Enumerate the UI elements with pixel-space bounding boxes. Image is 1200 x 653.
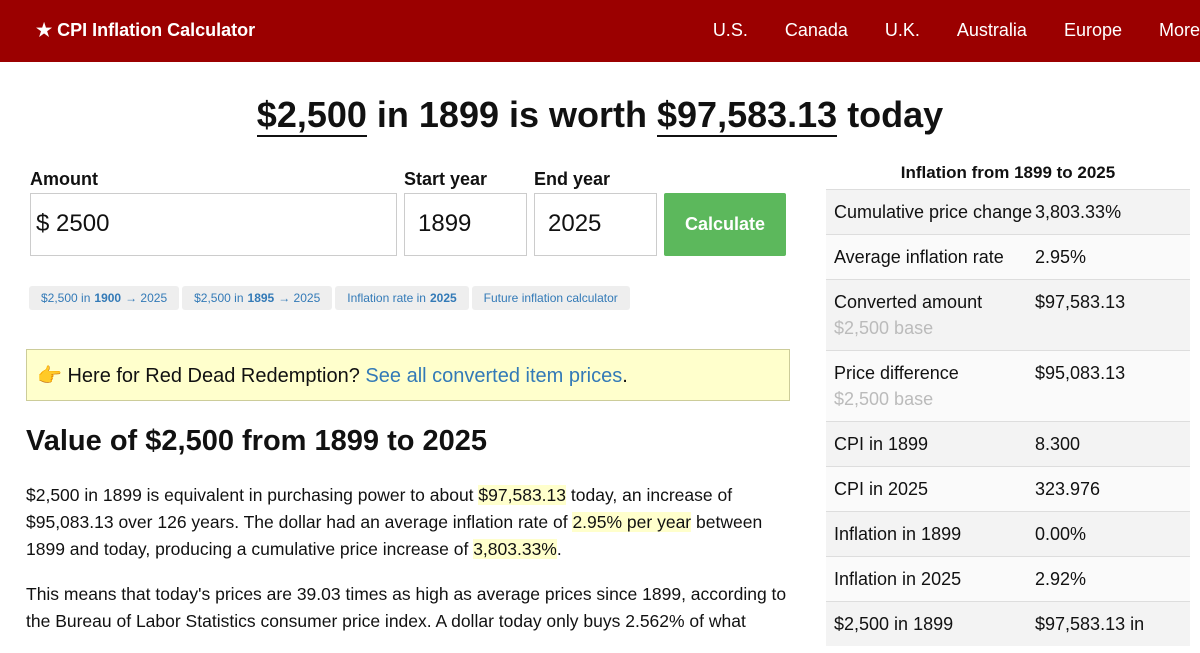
stat-label-cell: $2,500 in 1899 [834, 611, 1035, 637]
notice-text: Here for Red Dead Redemption? [67, 365, 360, 387]
chip[interactable]: $2,500 in 1895 → 2025 [182, 286, 333, 310]
notice-link[interactable]: See all converted item prices [365, 365, 623, 387]
stat-label-cell: Inflation in 2025 [834, 566, 1035, 592]
chip-bold: 1900 [94, 291, 122, 305]
chip-pre: Future inflation calculator [483, 291, 618, 305]
sidebar: Inflation from 1899 to 2025 Cumulative p… [826, 163, 1190, 646]
stat-row: Average inflation rate 2.95% [826, 234, 1190, 279]
highlight: 2.95% per year [572, 512, 692, 532]
headline-amount: $2,500 [256, 94, 367, 137]
stat-note: $2,500 base [834, 389, 934, 409]
stat-row: CPI in 2025 323.976 [826, 466, 1190, 511]
paragraph: This means that today's prices are 39.03… [26, 581, 796, 635]
nav-link[interactable]: U.K. [884, 20, 920, 40]
text: $2,500 in 1899 is equivalent in purchasi… [26, 485, 474, 505]
stat-value: $95,083.13 [1035, 363, 1126, 383]
chip-pre: Inflation rate in [347, 291, 426, 305]
stat-row: Inflation in 1899 0.00% [826, 511, 1190, 556]
end-label: End year [534, 169, 611, 189]
currency: $ [36, 210, 50, 237]
chip-pre: $2,500 in [194, 291, 244, 305]
nav-link[interactable]: Australia [956, 20, 1027, 40]
headline-text: today [847, 94, 944, 135]
notice: 👉 Here for Red Dead Redemption? See all … [26, 349, 790, 401]
highlight: 3,803.33% [473, 539, 557, 559]
text: . [556, 539, 562, 559]
stat-label: Cumulative price change [834, 202, 1033, 222]
stat-label-cell: Converted amount $2,500 base [834, 289, 1035, 341]
stat-label: Inflation in 2025 [834, 569, 962, 589]
highlight: $97,583.13 [478, 485, 567, 505]
text: today, an increase of $95,083.13 over 12… [26, 485, 733, 532]
chip-bold: 2025 [429, 291, 457, 305]
chip[interactable]: Inflation rate in 2025 [335, 286, 469, 310]
chip-bold: 1895 [247, 291, 275, 305]
stat-row: Cumulative price change 3,803.33% [826, 189, 1190, 234]
end-input[interactable]: 2025 [534, 193, 657, 256]
stat-label: Converted amount [834, 292, 983, 312]
nav-bar: ★ CPI Inflation Calculator U.S. Canada U.K… [0, 0, 1200, 62]
stat-note: $2,500 base [834, 318, 934, 338]
headline: $2,500 in 1899 is worth $97,583.13 today [0, 94, 1200, 137]
brand[interactable]: ★ CPI Inflation Calculator [36, 20, 256, 40]
stat-label-cell: CPI in 1899 [834, 431, 1035, 457]
chip[interactable]: $2,500 in 1900 → 2025 [29, 286, 180, 310]
paragraph: $2,500 in 1899 is equivalent in purchasi… [26, 482, 796, 563]
stat-label-cell: CPI in 2025 [834, 476, 1035, 502]
amount-input[interactable]: $ 2500 [30, 193, 397, 256]
nav-link[interactable]: Canada [784, 20, 848, 40]
chip-post: → 2025 [125, 291, 168, 305]
stat-value: $97,583.13 [1035, 292, 1126, 312]
stat-value: 3,803.33% [1035, 202, 1122, 222]
stat-label: CPI in 2025 [834, 479, 929, 499]
stat-row: Inflation in 2025 2.92% [826, 556, 1190, 601]
section-title: Value of $2,500 from 1899 to 2025 [26, 425, 488, 457]
chip[interactable]: Future inflation calculator [471, 286, 630, 310]
nav-link[interactable]: Europe [1063, 20, 1122, 40]
stat-row: Converted amount $2,500 base $97,583.13 [826, 279, 1190, 350]
notice-end: . [622, 365, 628, 387]
stat-label: CPI in 1899 [834, 434, 929, 454]
sidebar-title: Inflation from 1899 to 2025 [900, 163, 1116, 182]
stat-row: $2,500 in 1899 $97,583.13 in [826, 601, 1190, 646]
emoji: 👉 [37, 365, 62, 387]
sidebar-rows: Cumulative price change 3,803.33% Average … [826, 189, 1190, 646]
stat-value: 8.300 [1035, 434, 1081, 454]
headline-result: $97,583.13 [657, 94, 838, 137]
stat-value: $97,583.13 in [1035, 614, 1145, 634]
stat-label: $2,500 in 1899 [834, 614, 954, 634]
stat-row: Price difference $2,500 base $95,083.13 [826, 350, 1190, 421]
text: This means that today's prices are 39.03… [26, 584, 787, 631]
stat-value: 2.92% [1035, 569, 1087, 589]
calculate-button[interactable]: Calculate [664, 193, 786, 256]
stat-label: Price difference [834, 363, 959, 383]
amount-label: Amount [30, 169, 98, 189]
stat-label-cell: Average inflation rate [834, 244, 1035, 270]
stat-label-cell: Price difference $2,500 base [834, 360, 1035, 412]
start-input[interactable]: 1899 [404, 193, 527, 256]
headline-text: in 1899 is worth [376, 94, 647, 135]
stat-label: Average inflation rate [834, 247, 1004, 267]
text: between 1899 and today, producing a cumu… [26, 512, 763, 559]
start-label: Start year [404, 169, 488, 189]
stat-row: CPI in 1899 8.300 [826, 421, 1190, 466]
chip-pre: $2,500 in [41, 291, 91, 305]
nav-link[interactable]: U.S. [712, 20, 748, 40]
stat-label-cell: Inflation in 1899 [834, 521, 1035, 547]
stat-value: 0.00% [1035, 524, 1087, 544]
chips: $2,500 in 1900 → 2025 $2,500 in 1895 → 2025 In… [29, 286, 633, 310]
stat-label: Inflation in 1899 [834, 524, 962, 544]
amount-value: 2500 [56, 210, 110, 237]
chip-post: → 2025 [278, 291, 321, 305]
nav-links: U.S. Canada U.K. Australia Europe More [676, 20, 1200, 41]
nav-link[interactable]: More [1158, 20, 1200, 40]
stat-value: 2.95% [1035, 247, 1087, 267]
stat-label-cell: Cumulative price change [834, 199, 1035, 225]
article: $2,500 in 1899 is equivalent in purchasi… [26, 482, 796, 653]
stat-value: 323.976 [1035, 479, 1101, 499]
